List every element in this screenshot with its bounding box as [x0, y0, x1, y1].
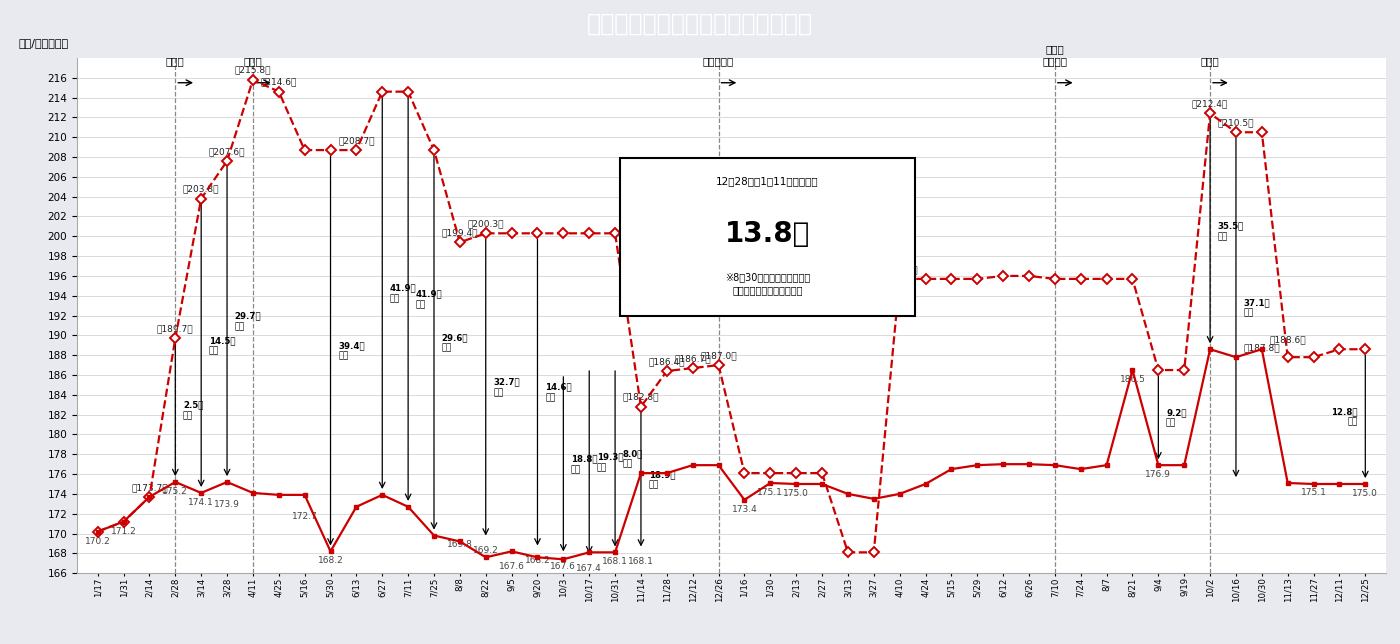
Text: 37.1円
抑制: 37.1円 抑制: [1243, 298, 1270, 317]
Text: 168.2: 168.2: [318, 556, 343, 565]
Text: ※8月30日に公表した新たな
激変緩和措置に基づき算出: ※8月30日に公表した新たな 激変緩和措置に基づき算出: [725, 272, 811, 295]
Text: 32.7円
抑制: 32.7円 抑制: [494, 377, 521, 397]
Text: 18.9円
抑制: 18.9円 抑制: [648, 470, 675, 489]
Text: （173.7）: （173.7）: [132, 483, 168, 492]
Text: 拡充策: 拡充策: [244, 56, 262, 66]
Text: レギュラーガソリン・全国平均価格: レギュラーガソリン・全国平均価格: [587, 12, 813, 36]
Text: 29.6円
抑制: 29.6円 抑制: [442, 333, 468, 352]
Text: （200.3）: （200.3）: [468, 220, 504, 229]
Text: 13.8円: 13.8円: [725, 220, 811, 248]
Text: 175.1: 175.1: [757, 488, 783, 497]
Text: 170.2: 170.2: [85, 536, 111, 545]
Text: （207.6）: （207.6）: [209, 147, 245, 156]
Text: 173.4: 173.4: [732, 505, 757, 514]
Text: 14.6円
抑制: 14.6円 抑制: [545, 383, 571, 402]
Text: （円/リットル）: （円/リットル）: [18, 37, 69, 48]
Text: 174.1: 174.1: [188, 498, 214, 507]
Text: （208.7）: （208.7）: [339, 136, 375, 145]
Text: 上限切下げ: 上限切下げ: [703, 56, 734, 66]
Text: （187.0）: （187.0）: [700, 351, 736, 360]
Text: （182.8）: （182.8）: [623, 393, 659, 402]
FancyBboxPatch shape: [620, 158, 914, 316]
Text: 169.8: 169.8: [447, 540, 473, 549]
Text: 29.7円
抑制: 29.7円 抑制: [235, 312, 262, 331]
Text: 12.8円
抑制: 12.8円 抑制: [1331, 407, 1358, 426]
Text: 39.4円
抑制: 39.4円 抑制: [339, 341, 365, 361]
Text: 176.9: 176.9: [1145, 470, 1172, 479]
Text: 19.3円
抑制: 19.3円 抑制: [596, 453, 623, 472]
Text: （187.8）: （187.8）: [1243, 343, 1280, 352]
Text: 167.4: 167.4: [577, 564, 602, 573]
Text: 168.1: 168.1: [602, 557, 629, 566]
Text: 補助率
引き下げ: 補助率 引き下げ: [1043, 44, 1067, 66]
Text: 175.0: 175.0: [783, 489, 809, 498]
Text: 18.8円
抑制: 18.8円 抑制: [571, 455, 598, 474]
Text: 14.5円
抑制: 14.5円 抑制: [209, 336, 235, 355]
Text: 拡充策: 拡充策: [167, 56, 185, 66]
Text: （210.5）: （210.5）: [1218, 118, 1254, 128]
Text: （186.4）: （186.4）: [648, 357, 685, 366]
Text: 169.2: 169.2: [473, 546, 498, 555]
Text: （203.8）: （203.8）: [183, 185, 220, 194]
Text: 172.7: 172.7: [291, 512, 318, 521]
Text: 新制度: 新制度: [1201, 56, 1219, 66]
Text: 175.1: 175.1: [1301, 488, 1327, 497]
Text: 173.9: 173.9: [214, 500, 239, 509]
Text: （188.6）: （188.6）: [1270, 336, 1306, 345]
Text: 175.2: 175.2: [162, 487, 188, 496]
Text: 171.2: 171.2: [111, 527, 136, 536]
Text: 167.6: 167.6: [498, 562, 525, 571]
Text: （215.8）: （215.8）: [235, 66, 272, 75]
Text: （186.7）: （186.7）: [675, 354, 711, 363]
Text: （189.7）: （189.7）: [157, 325, 193, 334]
Text: （195.7）: （195.7）: [882, 265, 918, 274]
Text: 12月28日〜1月11日の支給額: 12月28日〜1月11日の支給額: [717, 176, 819, 187]
Text: 2.5円
抑制: 2.5円 抑制: [183, 401, 203, 420]
Text: 41.9円
抑制: 41.9円 抑制: [416, 290, 442, 309]
Text: 168.1: 168.1: [629, 557, 654, 566]
Text: 168.2: 168.2: [525, 556, 550, 565]
Text: 8.0円
抑制: 8.0円 抑制: [623, 449, 643, 468]
Text: 35.5円
抑制: 35.5円 抑制: [1218, 222, 1245, 241]
Text: （214.6）: （214.6）: [260, 78, 297, 87]
Text: 41.9円
抑制: 41.9円 抑制: [391, 283, 417, 303]
Text: （212.4）: （212.4）: [1191, 99, 1228, 108]
Text: 9.2円
抑制: 9.2円 抑制: [1166, 408, 1187, 428]
Text: 167.6: 167.6: [550, 562, 577, 571]
Text: 186.5: 186.5: [1120, 375, 1145, 384]
Text: 175.0: 175.0: [1352, 489, 1378, 498]
Text: （199.4）: （199.4）: [441, 228, 479, 237]
